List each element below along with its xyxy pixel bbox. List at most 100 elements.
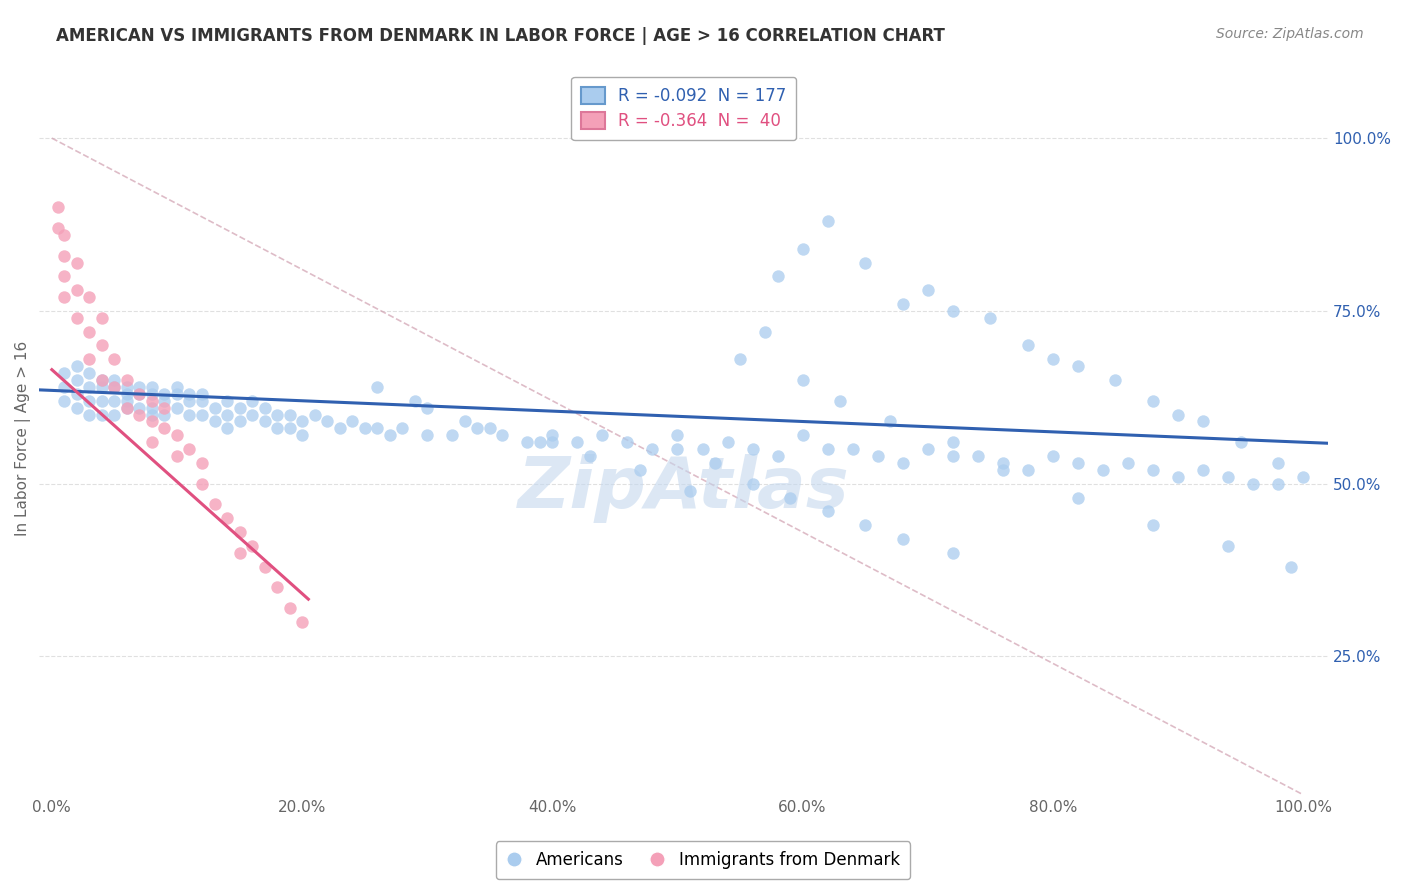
Point <box>141 401 163 415</box>
Point <box>378 428 401 442</box>
Point <box>266 408 288 422</box>
Point <box>666 428 689 442</box>
Point <box>679 483 702 498</box>
Point <box>46 221 69 235</box>
Point <box>478 421 501 435</box>
Point <box>1292 470 1315 484</box>
Point <box>567 435 589 450</box>
Point <box>66 401 89 415</box>
Point <box>141 435 163 450</box>
Point <box>166 380 188 394</box>
Point <box>153 393 176 408</box>
Point <box>53 366 76 380</box>
Point <box>115 380 138 394</box>
Point <box>817 504 839 518</box>
Point <box>66 373 89 387</box>
Text: Source: ZipAtlas.com: Source: ZipAtlas.com <box>1216 27 1364 41</box>
Point <box>103 380 125 394</box>
Point <box>853 518 876 533</box>
Point <box>879 415 901 429</box>
Point <box>103 373 125 387</box>
Legend: Americans, Immigrants from Denmark: Americans, Immigrants from Denmark <box>496 841 910 880</box>
Point <box>66 283 89 297</box>
Point <box>266 580 288 594</box>
Point <box>90 373 112 387</box>
Point <box>128 401 150 415</box>
Point <box>792 242 814 256</box>
Point <box>53 290 76 304</box>
Point <box>166 449 188 463</box>
Point <box>1067 456 1090 470</box>
Point <box>1142 463 1164 477</box>
Point <box>1216 539 1239 553</box>
Point <box>366 421 388 435</box>
Point <box>1116 456 1139 470</box>
Point <box>1104 373 1126 387</box>
Point <box>917 283 939 297</box>
Point <box>366 380 388 394</box>
Point <box>278 601 301 615</box>
Point <box>291 428 314 442</box>
Point <box>579 449 602 463</box>
Point <box>754 325 776 339</box>
Point <box>1229 435 1251 450</box>
Point <box>692 442 714 457</box>
Point <box>291 615 314 629</box>
Point <box>66 310 89 325</box>
Point <box>103 408 125 422</box>
Point <box>141 408 163 422</box>
Point <box>66 387 89 401</box>
Point <box>153 387 176 401</box>
Point <box>141 415 163 429</box>
Point <box>1279 559 1302 574</box>
Point <box>153 408 176 422</box>
Point <box>404 393 426 408</box>
Point <box>853 255 876 269</box>
Point <box>741 442 763 457</box>
Point <box>79 393 101 408</box>
Point <box>253 401 276 415</box>
Point <box>179 442 201 457</box>
Point <box>541 435 564 450</box>
Point <box>917 442 939 457</box>
Point <box>90 373 112 387</box>
Point <box>866 449 889 463</box>
Point <box>228 546 250 560</box>
Point <box>1042 449 1064 463</box>
Point <box>79 352 101 367</box>
Text: AMERICAN VS IMMIGRANTS FROM DENMARK IN LABOR FORCE | AGE > 16 CORRELATION CHART: AMERICAN VS IMMIGRANTS FROM DENMARK IN L… <box>56 27 945 45</box>
Point <box>79 366 101 380</box>
Point <box>90 380 112 394</box>
Point <box>792 373 814 387</box>
Point <box>215 393 238 408</box>
Point <box>716 435 738 450</box>
Point <box>204 498 226 512</box>
Point <box>103 393 125 408</box>
Point <box>591 428 613 442</box>
Text: ZipAtlas: ZipAtlas <box>517 454 849 523</box>
Point <box>115 373 138 387</box>
Point <box>891 532 914 546</box>
Point <box>942 546 965 560</box>
Point <box>817 442 839 457</box>
Point <box>766 449 789 463</box>
Point <box>465 421 488 435</box>
Point <box>529 435 551 450</box>
Point <box>128 387 150 401</box>
Point <box>628 463 651 477</box>
Point <box>79 325 101 339</box>
Point <box>353 421 375 435</box>
Point <box>90 310 112 325</box>
Point <box>891 456 914 470</box>
Point <box>329 421 352 435</box>
Point <box>942 449 965 463</box>
Point <box>179 408 201 422</box>
Point <box>704 456 727 470</box>
Point <box>1017 463 1039 477</box>
Point <box>53 269 76 284</box>
Point <box>1192 463 1215 477</box>
Point <box>616 435 638 450</box>
Point <box>53 380 76 394</box>
Point <box>491 428 513 442</box>
Point <box>90 338 112 352</box>
